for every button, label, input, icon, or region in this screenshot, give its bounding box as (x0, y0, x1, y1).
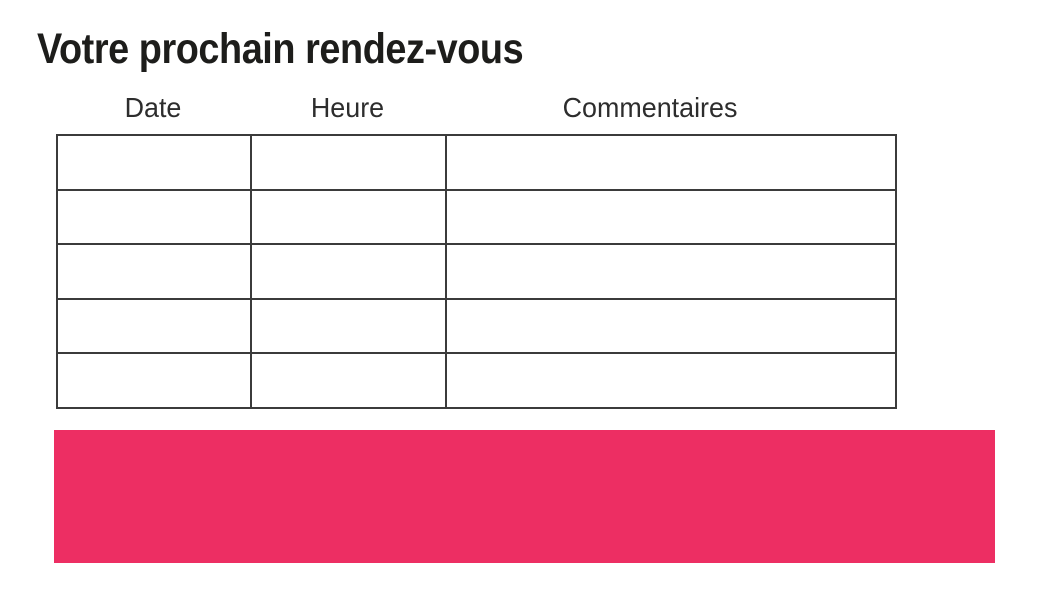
table-row (56, 188, 897, 246)
table-cell-date (56, 188, 252, 246)
column-header-date: Date (124, 92, 182, 123)
table-row (56, 134, 897, 191)
table-cell-date (56, 352, 252, 409)
table-cell-commentaires (445, 352, 897, 409)
column-header-commentaires: Commentaires (562, 92, 738, 123)
table-cell-heure (250, 297, 447, 355)
table-cell-date (56, 243, 252, 300)
table-cell-commentaires (445, 134, 897, 191)
table-cell-commentaires (445, 188, 897, 246)
table-cell-commentaires (445, 297, 897, 355)
table-cell-date (56, 134, 252, 191)
table-cell-heure (250, 352, 447, 409)
appointments-table (56, 134, 897, 409)
appointments-table-body (56, 134, 897, 409)
table-row (56, 243, 897, 300)
table-cell-heure (250, 188, 447, 246)
table-row (56, 352, 897, 409)
table-cell-heure (250, 134, 447, 191)
table-cell-commentaires (445, 243, 897, 300)
pink-banner (54, 430, 995, 563)
table-cell-date (56, 297, 252, 355)
table-cell-heure (250, 243, 447, 300)
page-title: Votre prochain rendez-vous (37, 25, 524, 73)
table-row (56, 297, 897, 355)
column-header-heure: Heure (310, 92, 385, 123)
